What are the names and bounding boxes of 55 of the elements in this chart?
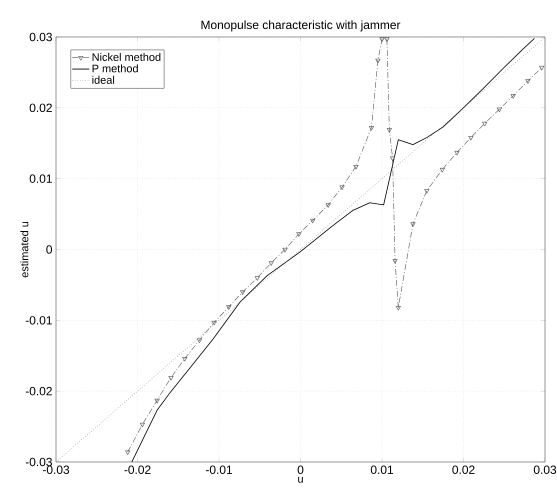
x-tick-label: -0.02: [124, 466, 151, 474]
point: [212, 320, 217, 326]
y-tick-label: 0.01: [30, 174, 52, 183]
y-tick-label: -0.02: [26, 386, 52, 396]
x-axis-title: u: [298, 476, 303, 483]
y-tick-label: -0.03: [26, 458, 52, 466]
point: [525, 79, 530, 84]
x-tick-label: 0.01: [370, 466, 394, 474]
y-tick-label: -0.01: [26, 316, 52, 325]
x-tick-label: -0.01: [206, 466, 232, 474]
point: [539, 66, 544, 70]
point: [125, 450, 130, 455]
y-tick-label: 0: [46, 245, 52, 254]
point: [182, 356, 188, 362]
point: [168, 376, 174, 381]
y-tick-label: 0.03: [30, 32, 52, 42]
point: [424, 189, 430, 194]
chart-title: Monopulse characteristic with jammer: [202, 20, 400, 32]
point: [396, 306, 401, 310]
legend-label: ideal: [92, 76, 114, 84]
point: [154, 398, 160, 404]
point: [282, 248, 288, 252]
legend-label: P method: [92, 64, 138, 72]
x-tick-label: -0.03: [42, 466, 70, 474]
point: [379, 38, 385, 42]
point: [254, 276, 260, 281]
point: [482, 122, 488, 126]
legend-label: Nickel method: [92, 52, 160, 61]
point: [375, 58, 380, 64]
point: [310, 218, 316, 224]
point: [454, 150, 460, 156]
point: [326, 203, 331, 208]
x-tick-label: 0.02: [452, 466, 475, 474]
y-tick-label: 0.02: [30, 104, 52, 112]
point: [240, 290, 246, 295]
y-axis-title: estimated u: [20, 222, 28, 278]
point: [384, 38, 390, 42]
point: [440, 168, 445, 172]
point: [196, 338, 202, 344]
point: [368, 126, 374, 131]
x-tick-label: 0: [298, 466, 304, 474]
point: [340, 186, 345, 190]
point: [353, 165, 358, 170]
point: [510, 94, 516, 99]
point: [386, 128, 392, 133]
point: [268, 261, 274, 266]
point: [390, 156, 396, 162]
point: [296, 232, 302, 237]
x-tick-label: 0.03: [534, 466, 556, 474]
point: [410, 222, 416, 227]
point: [496, 108, 502, 112]
point: [468, 136, 474, 140]
point: [226, 305, 232, 310]
point: [140, 422, 145, 428]
point: [392, 259, 398, 264]
